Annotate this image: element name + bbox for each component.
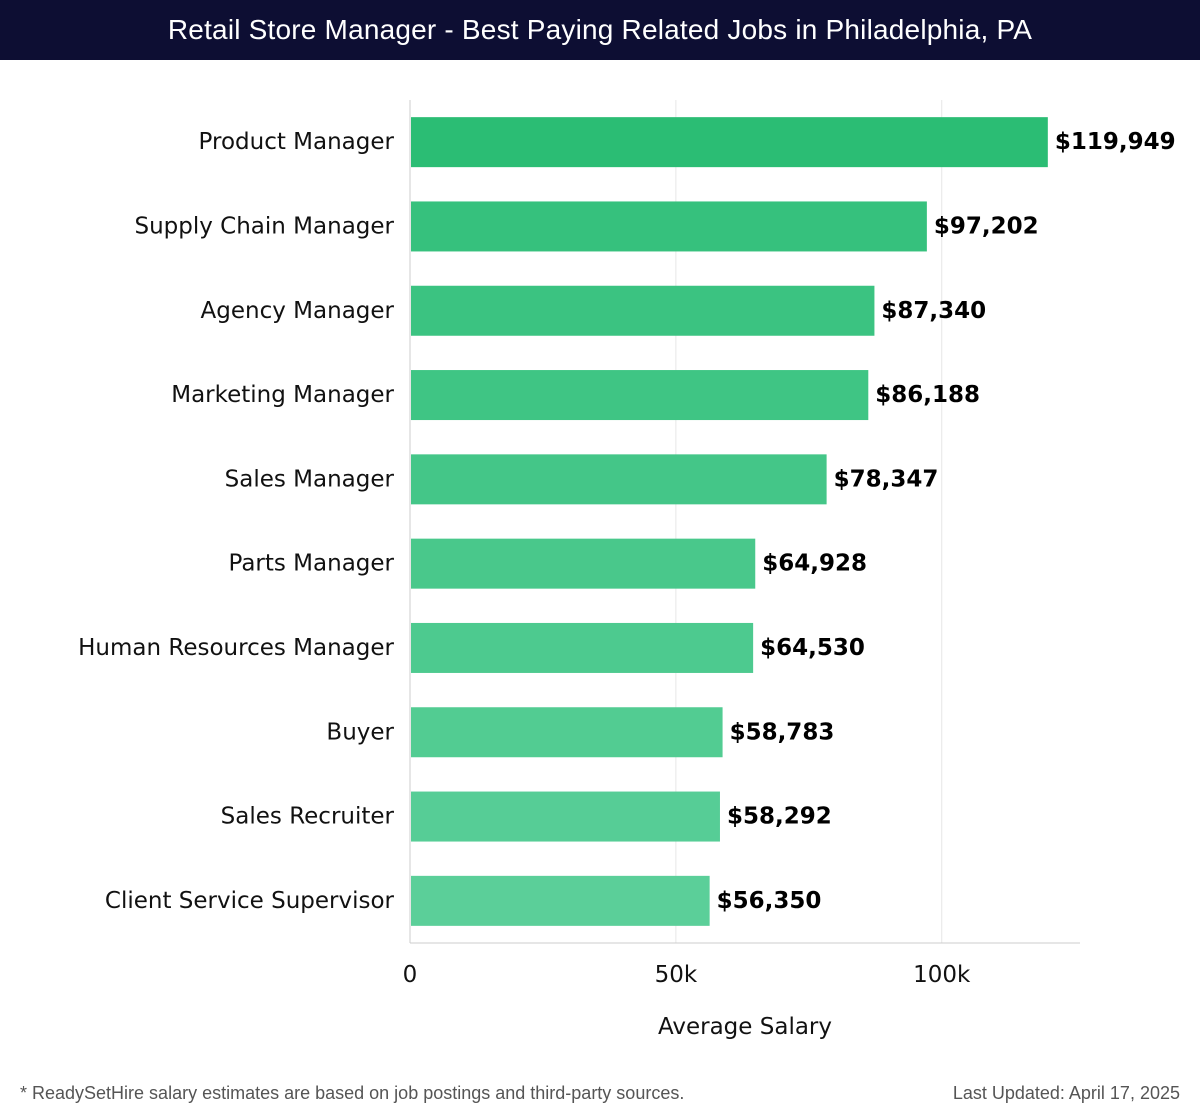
x-tick-label: 100k [913,962,971,988]
value-label: $58,783 [730,719,835,745]
value-label: $97,202 [934,213,1039,239]
bar [411,875,710,926]
category-label: Parts Manager [228,551,394,577]
category-label: Supply Chain Manager [134,213,394,239]
bar [411,791,720,842]
footer-updated: Last Updated: April 17, 2025 [952,1083,1180,1103]
chart-title: Retail Store Manager - Best Paying Relat… [167,14,1033,45]
category-label: Marketing Manager [171,382,394,408]
bar [411,370,869,421]
category-label: Sales Recruiter [221,804,395,830]
bar [411,454,827,505]
bar [411,201,927,252]
value-label: $58,292 [727,804,832,830]
value-label: $78,347 [834,466,939,492]
value-label: $87,340 [881,298,986,324]
x-tick-label: 0 [403,962,418,988]
value-label: $119,949 [1055,129,1176,155]
value-label: $86,188 [875,382,980,408]
bar [411,707,723,758]
x-tick-label: 50k [655,962,698,988]
value-label: $64,530 [760,635,865,661]
title-bar: Retail Store Manager - Best Paying Relat… [0,0,1200,60]
category-label: Sales Manager [225,466,395,492]
footer-note: * ReadySetHire salary estimates are base… [20,1083,685,1103]
bar [411,538,756,589]
salary-bar-chart: Product Manager $119,949 Supply Chain Mana… [78,100,1176,1040]
x-axis-title: Average Salary [658,1014,832,1040]
bar [411,285,875,336]
bar [411,622,754,673]
category-label: Product Manager [199,129,395,155]
category-label: Agency Manager [201,298,395,324]
category-label: Client Service Supervisor [105,888,395,914]
category-label: Buyer [326,719,394,745]
bar [411,117,1048,168]
category-label: Human Resources Manager [78,635,394,661]
value-label: $56,350 [717,888,822,914]
value-label: $64,928 [762,551,867,577]
